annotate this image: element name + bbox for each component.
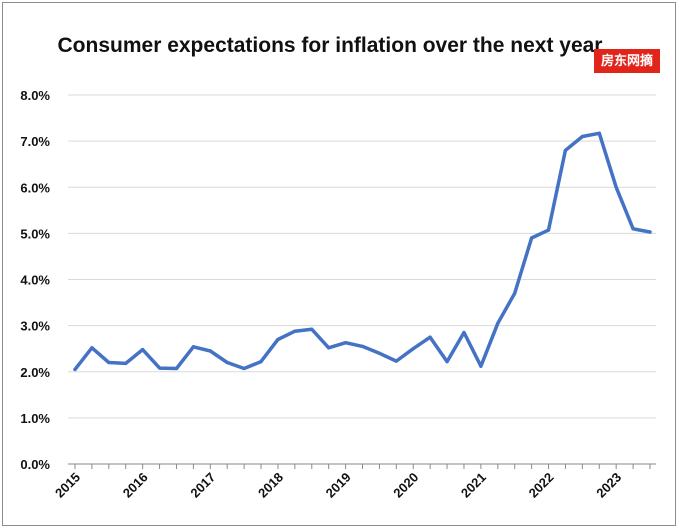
data-point — [479, 364, 483, 368]
y-tick-label: 8.0% — [20, 88, 50, 103]
x-tick-label: 2018 — [255, 470, 286, 501]
x-tick-label: 2022 — [526, 470, 557, 501]
data-point — [462, 330, 466, 335]
data-point — [360, 344, 365, 348]
x-tick-label: 2016 — [120, 470, 151, 501]
data-point — [141, 348, 145, 352]
data-point — [377, 351, 382, 355]
data-point — [428, 335, 432, 339]
data-point — [310, 327, 314, 331]
y-tick-label: 2.0% — [20, 365, 50, 380]
data-point — [293, 329, 297, 333]
data-point — [546, 228, 551, 232]
y-tick-label: 6.0% — [20, 180, 50, 195]
data-point — [327, 346, 331, 350]
data-point — [513, 291, 517, 295]
data-point — [411, 347, 415, 351]
y-tick-label: 3.0% — [20, 319, 50, 334]
x-tick-label: 2017 — [187, 470, 218, 501]
y-tick-label: 7.0% — [20, 134, 50, 149]
data-point — [445, 360, 449, 364]
data-point — [614, 185, 618, 189]
y-tick-label: 0.0% — [20, 457, 50, 472]
x-tick-label: 2023 — [593, 470, 624, 501]
data-point — [276, 337, 280, 342]
data-point — [394, 359, 398, 363]
data-point — [124, 361, 128, 366]
data-point — [208, 349, 212, 353]
data-point — [242, 366, 246, 371]
data-point — [648, 230, 652, 234]
chart-title: Consumer expectations for inflation over… — [57, 34, 603, 57]
data-point — [191, 345, 195, 349]
data-point — [174, 366, 179, 371]
y-tick-label: 5.0% — [20, 226, 50, 241]
data-point — [530, 236, 534, 240]
data-point — [597, 131, 601, 135]
y-tick-label: 1.0% — [20, 411, 50, 426]
chart-frame — [2, 2, 676, 526]
data-point — [343, 341, 348, 345]
series-line — [73, 131, 652, 372]
data-point — [580, 134, 584, 139]
x-tick-label: 2020 — [390, 470, 421, 501]
x-tick-label: 2015 — [52, 470, 83, 501]
data-point — [225, 360, 229, 365]
data-point — [259, 360, 263, 364]
data-point — [73, 367, 77, 372]
x-tick-label: 2021 — [458, 470, 489, 501]
data-point — [90, 346, 94, 350]
watermark-badge: 房东网摘 — [594, 49, 660, 73]
data-point — [107, 360, 111, 365]
data-point — [631, 227, 635, 231]
data-point — [157, 366, 162, 370]
data-point — [563, 148, 568, 152]
y-tick-label: 4.0% — [20, 273, 50, 288]
data-point — [496, 321, 500, 325]
x-tick-label: 2019 — [323, 470, 354, 501]
